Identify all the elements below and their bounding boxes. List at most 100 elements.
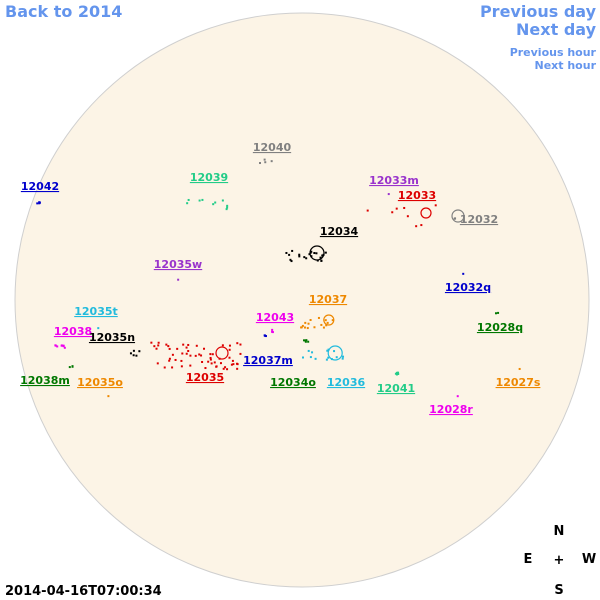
- sunspot: [285, 251, 288, 254]
- sunspot: [209, 356, 212, 359]
- region-label[interactable]: 12035: [186, 371, 224, 384]
- sunspot: [209, 353, 212, 356]
- sunspot: [200, 354, 203, 357]
- sunspot: [177, 278, 180, 281]
- region-label[interactable]: 12028r: [429, 403, 473, 416]
- sunspot: [62, 345, 65, 348]
- sunspot: [303, 326, 306, 329]
- region-label[interactable]: 12038m: [20, 374, 70, 387]
- sunspot: [342, 355, 345, 358]
- sunspot: [301, 324, 304, 327]
- compass-south: S: [554, 583, 563, 598]
- sunspot: [415, 225, 418, 228]
- region-label[interactable]: 12037m: [243, 354, 293, 367]
- sunspot: [198, 353, 201, 356]
- sunspot: [228, 356, 231, 359]
- region-label[interactable]: 12035n: [89, 331, 135, 344]
- region-label[interactable]: 12035w: [154, 258, 202, 271]
- sunspot: [462, 272, 465, 275]
- sunspot: [304, 340, 307, 343]
- sunspot: [176, 347, 179, 350]
- region-label[interactable]: 12028q: [477, 321, 523, 334]
- compass-center: +: [554, 553, 565, 568]
- sunspot: [298, 253, 301, 256]
- sunspot: [129, 352, 132, 355]
- region-label[interactable]: 12041: [377, 382, 415, 395]
- sunspot: [396, 371, 399, 374]
- sunspot: [63, 346, 66, 349]
- sunspot: [201, 198, 204, 201]
- solar-disk: [14, 12, 590, 588]
- region-label[interactable]: 12038: [54, 325, 92, 338]
- region-label[interactable]: 12040: [253, 141, 292, 154]
- region-label[interactable]: 12033: [398, 189, 436, 202]
- sunspot: [305, 339, 308, 342]
- sunspot: [167, 345, 170, 348]
- sunspot: [308, 253, 311, 256]
- compass-west: W: [582, 552, 596, 567]
- region-label[interactable]: 12027s: [496, 376, 541, 389]
- sunspot: [320, 323, 323, 326]
- sunspot: [304, 321, 307, 324]
- sunspot: [327, 356, 330, 359]
- sunspot: [194, 354, 197, 357]
- region-label[interactable]: 12034: [320, 225, 359, 238]
- region-label[interactable]: 12039: [190, 171, 228, 184]
- sunspot: [168, 359, 171, 362]
- sunspot: [406, 215, 409, 218]
- sunspot: [395, 373, 398, 376]
- sunspot: [397, 373, 400, 376]
- sunspot: [319, 256, 322, 259]
- sunspot: [226, 204, 229, 207]
- next-hour-link[interactable]: Next hour: [535, 59, 597, 72]
- sunspot: [325, 324, 328, 327]
- sunspot: [174, 358, 177, 361]
- sunspot: [180, 365, 183, 368]
- sunspot: [315, 252, 318, 255]
- next-day-link[interactable]: Next day: [516, 20, 597, 39]
- previous-hour-link[interactable]: Previous hour: [510, 46, 597, 59]
- sunspot: [322, 326, 325, 329]
- region-label[interactable]: 12043: [256, 311, 294, 324]
- region-label[interactable]: 12032: [460, 213, 498, 226]
- sunspot: [186, 202, 189, 205]
- sunspot: [207, 360, 210, 363]
- back-link[interactable]: Back to 2014: [5, 2, 122, 21]
- sunspot: [163, 366, 166, 369]
- sunspot: [231, 359, 234, 362]
- previous-day-link[interactable]: Previous day: [480, 2, 597, 21]
- region-label[interactable]: 12042: [21, 180, 59, 193]
- region-label[interactable]: 12035o: [77, 376, 123, 389]
- sunspot: [391, 211, 394, 214]
- sunspot: [236, 367, 239, 370]
- timestamp: 2014-04-16T07:00:34: [5, 584, 162, 599]
- sunspot: [309, 319, 312, 322]
- sunspot: [224, 366, 227, 369]
- region-label[interactable]: 12033m: [369, 174, 419, 187]
- sunspot: [497, 311, 500, 314]
- sunspot: [271, 328, 274, 331]
- sunspot: [221, 344, 224, 347]
- sunspot-umbra: [420, 207, 432, 219]
- sunspot: [305, 257, 308, 260]
- sunspot: [263, 158, 266, 161]
- sunspot: [187, 349, 190, 352]
- region-label[interactable]: 12035t: [74, 305, 118, 318]
- sunspot: [288, 253, 291, 256]
- sunspot: [171, 353, 174, 356]
- region-label[interactable]: 12032q: [445, 281, 491, 294]
- sunspot: [171, 366, 174, 369]
- sunspot: [394, 372, 397, 375]
- sunspot: [107, 395, 110, 398]
- sunspot: [157, 344, 160, 347]
- region-label[interactable]: 12037: [309, 293, 347, 306]
- sunspot-umbra: [451, 209, 465, 223]
- sunspot: [298, 255, 301, 258]
- sunspot: [321, 254, 324, 257]
- sunspot: [264, 161, 267, 164]
- sunspot: [306, 327, 309, 330]
- region-label[interactable]: 12036: [327, 376, 366, 389]
- sunspot: [195, 344, 198, 347]
- region-label[interactable]: 12034o: [270, 376, 316, 389]
- sunspot: [518, 367, 521, 370]
